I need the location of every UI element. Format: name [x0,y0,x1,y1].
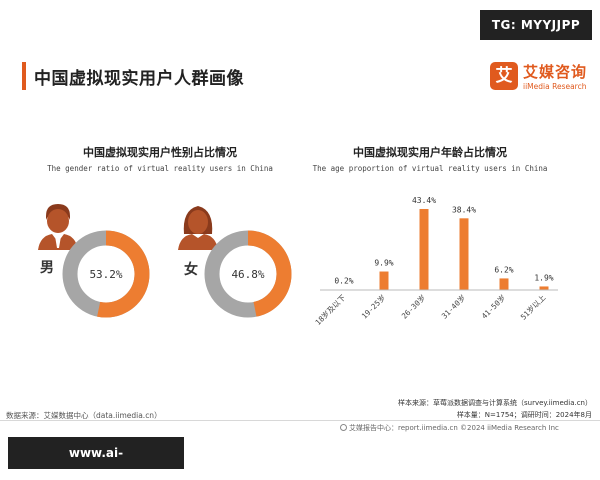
age-bar [459,218,469,290]
age-category-label: 31-40岁 [439,292,467,320]
female-percent-label: 46.8% [231,268,264,281]
age-bar [499,278,509,290]
age-value-label: 6.2% [494,265,513,274]
footer-divider [0,420,600,421]
age-chart: 0.2% 18岁及以下 9.9% 19-25岁 43.4% 26-30岁 38.4% 31-4… [313,196,558,327]
female-label: 女 [184,261,198,278]
age-value-label: 38.4% [452,205,476,214]
brand-name-cn: 艾媒咨询 [523,63,588,81]
footer-bottom: 艾媒报告中心：report.iimedia.cn ©2024 iiMedia R… [340,423,559,433]
age-value-label: 9.9% [374,259,393,268]
female-donut-slice [204,230,292,318]
age-chart-title: 中国虚拟现实用户年龄占比情况 [353,146,507,159]
age-bar [419,208,429,290]
gender-chart: 男 女 53.2% 46.8% [38,204,292,318]
age-bar [539,286,549,290]
data-source: 数据来源：艾媒数据中心（data.iimedia.cn） [6,411,162,420]
sample-size: 样本量：N=1754；调研时间：2024年8月 [456,411,592,419]
title-accent-bar [22,62,26,90]
page-title: 中国虚拟现实用户人群画像 [34,69,244,89]
report-icon [340,424,347,431]
age-category-label: 41-50岁 [479,292,507,320]
brand-logo: 艾 艾媒咨询 iiMedia Research [490,61,590,95]
age-category-label: 19-25岁 [359,292,387,320]
age-value-label: 0.2% [334,277,353,286]
age-category-label: 51岁以上 [518,292,548,322]
age-category-label: 26-30岁 [399,292,427,320]
age-chart-subtitle: The age proportion of virtual reality us… [312,164,548,173]
watermark-top: TG: MYYJJPP [480,10,592,40]
age-value-label: 43.4% [412,196,436,205]
male-user-icon [38,204,78,250]
male-donut: 53.2% [62,230,150,318]
brand-mark-icon: 艾 [490,62,518,90]
male-donut-slice [62,230,150,318]
gender-chart-title: 中国虚拟现实用户性别占比情况 [83,146,237,159]
brand-name-en: iiMedia Research [523,82,587,91]
footer-bottom-text: 艾媒报告中心：report.iimedia.cn ©2024 iiMedia R… [349,424,559,432]
male-percent-label: 53.2% [89,268,122,281]
gender-chart-subtitle: The gender ratio of virtual reality user… [47,164,273,173]
age-value-label: 1.9% [534,273,553,282]
female-user-icon [178,206,218,250]
sample-source: 样本来源：草莓派数据调查与计算系统（survey.iimedia.cn） [398,399,592,407]
age-bar [379,271,389,290]
age-category-label: 18岁及以下 [313,292,348,327]
watermark-bottom: www.ai-clubworldcup.com [8,437,184,480]
male-label: 男 [40,260,54,276]
female-donut: 46.8% [204,230,292,318]
